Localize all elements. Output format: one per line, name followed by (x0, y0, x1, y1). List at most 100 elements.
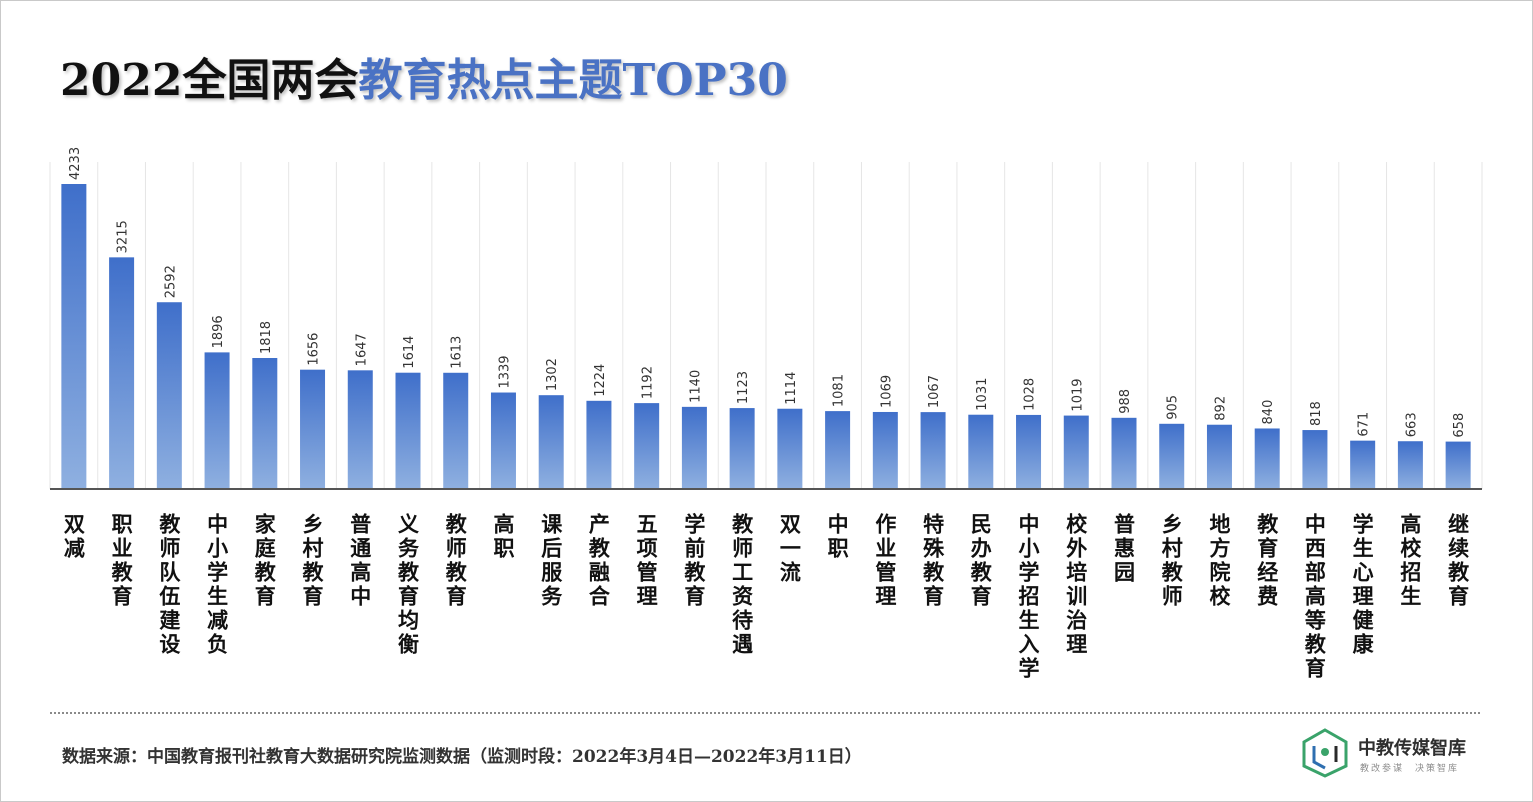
bar (1350, 440, 1376, 489)
bar-value-label: 3215 (116, 220, 131, 253)
bar (634, 403, 660, 489)
bar (443, 372, 469, 489)
category-label: 中小学招生入学 (1016, 513, 1041, 681)
bar (395, 372, 421, 489)
category-label: 学前教育 (682, 512, 707, 609)
bar (61, 184, 87, 489)
bar-value-label: 1028 (1023, 378, 1038, 411)
bar (204, 352, 230, 489)
bar-value-label: 1339 (497, 355, 512, 388)
category-label: 地方院校 (1207, 512, 1232, 609)
bar-value-label: 663 (1404, 412, 1419, 437)
category-label: 继续教育 (1446, 512, 1471, 609)
bar-value-label: 1114 (784, 372, 799, 405)
bar (1159, 423, 1185, 489)
category-label: 特殊教育 (921, 512, 946, 609)
bar-value-label: 671 (1357, 412, 1372, 437)
title-part-2: 教育热点主题TOP30 (358, 55, 788, 106)
category-label: 中西部高等教育 (1302, 513, 1327, 681)
bar-value-label: 1081 (832, 374, 847, 407)
brand-logo: 中教传媒智库 教改参谋 决策智库 (1300, 724, 1490, 784)
category-label: 职业教育 (109, 513, 134, 609)
logo-tagline: 教改参谋 决策智库 (1360, 764, 1460, 774)
bar (777, 408, 803, 489)
bar-value-label: 1067 (927, 375, 942, 408)
bar-value-label: 2592 (163, 265, 178, 298)
bar (1397, 441, 1423, 489)
bar-value-label: 1192 (641, 366, 656, 399)
footer-divider (50, 712, 1480, 714)
category-label: 高校招生 (1398, 512, 1423, 609)
bar (920, 412, 946, 489)
bar (1206, 424, 1232, 489)
category-label: 义务教育均衡 (396, 513, 421, 657)
category-label: 家庭教育 (252, 512, 277, 609)
bar (347, 370, 373, 489)
bar (1254, 428, 1280, 489)
bar (1111, 417, 1137, 489)
bar (1302, 430, 1328, 489)
category-label: 民办教育 (968, 513, 993, 609)
bar (586, 400, 612, 489)
category-label: 乡村教育 (300, 513, 325, 609)
category-label: 教师队伍建设 (157, 512, 182, 657)
bar-value-label: 1031 (975, 378, 990, 411)
bar (968, 414, 994, 489)
category-label: 中小学生减负 (205, 513, 230, 657)
bar-value-label: 840 (1261, 400, 1276, 425)
logo-mark-icon (1302, 728, 1348, 778)
category-label: 教育经费 (1255, 512, 1280, 609)
category-label: 产教融合 (586, 512, 611, 609)
bar-value-label: 1656 (307, 333, 322, 366)
bar-value-label: 1896 (211, 315, 226, 348)
category-label: 高职 (491, 512, 516, 561)
category-label: 五项管理 (634, 513, 659, 609)
category-label: 中职 (825, 513, 850, 561)
bar-value-label: 1614 (402, 336, 417, 369)
chart-title: 2022全国两会教育热点主题TOP30 (60, 44, 788, 108)
category-label: 普惠园 (1112, 512, 1137, 585)
bar (729, 408, 755, 489)
category-label: 双一流 (777, 513, 802, 585)
bar-value-label: 1140 (688, 370, 703, 403)
bar-value-label: 658 (1452, 413, 1467, 438)
bar-chart: 4233 3215 2592 1896 1818 1656 1647 1614 1613 1339… (49, 147, 1483, 681)
bar (538, 395, 564, 489)
category-label: 作业管理 (873, 512, 898, 609)
bar-value-label: 905 (1166, 395, 1181, 420)
bar (300, 369, 326, 489)
bar (490, 392, 516, 489)
bar-value-label: 1224 (593, 364, 608, 397)
logo-name: 中教传媒智库 (1358, 738, 1466, 759)
category-label: 校外培训治理 (1064, 512, 1089, 657)
bar (1063, 415, 1089, 489)
bar (109, 257, 135, 489)
bar-value-label: 988 (1118, 389, 1133, 414)
bar-value-label: 1647 (354, 333, 369, 366)
bar-value-label: 1019 (1070, 378, 1085, 411)
bar-value-label: 1123 (736, 371, 751, 404)
bar (681, 406, 707, 489)
category-label: 普通高中 (348, 512, 373, 609)
bar-value-label: 892 (1213, 396, 1228, 421)
bar-value-label: 1069 (879, 375, 894, 408)
bar (156, 302, 182, 489)
data-source-note: 数据来源：中国教育报刊社教育大数据研究院监测数据（监测时段：2022年3月4日—… (62, 747, 862, 767)
bar-value-label: 4233 (68, 147, 83, 180)
bar (1445, 441, 1471, 489)
category-label: 乡村教师 (1159, 513, 1184, 609)
category-label: 双减 (61, 513, 86, 561)
category-label: 学生心理健康 (1350, 512, 1375, 657)
bar (825, 411, 851, 489)
bar-value-label: 1302 (545, 358, 560, 391)
category-label: 教师教育 (443, 512, 468, 609)
bar (1016, 414, 1042, 489)
category-label: 课后服务 (539, 513, 564, 609)
bar-value-label: 1818 (259, 321, 274, 354)
bar (252, 358, 278, 489)
title-part-1: 2022全国两会 (60, 55, 359, 106)
bar-value-label: 1613 (450, 336, 465, 369)
category-label: 教师工资待遇 (730, 512, 755, 657)
bar-value-label: 818 (1309, 401, 1324, 426)
bar (872, 411, 898, 489)
